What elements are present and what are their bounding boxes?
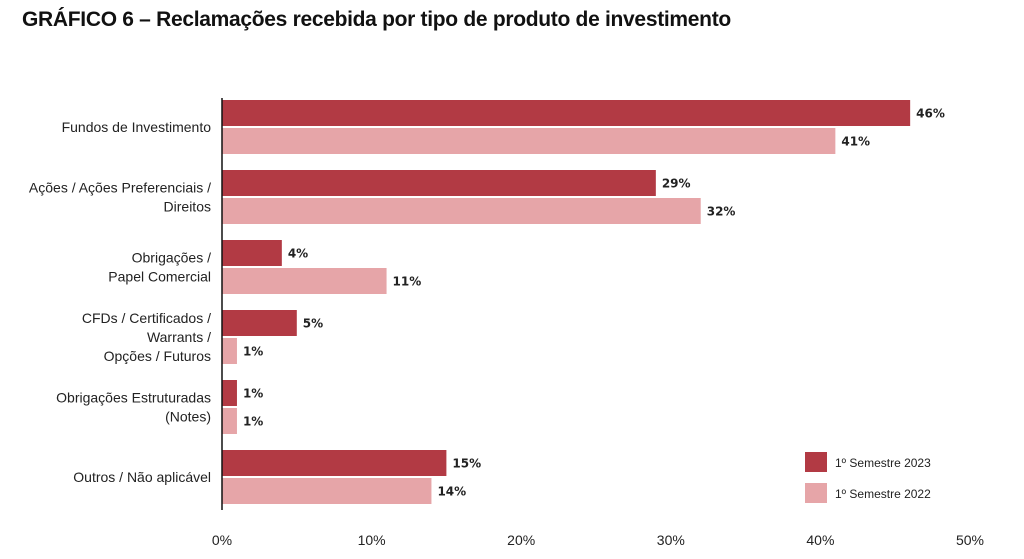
value-label-s2-1: 32% <box>707 205 736 219</box>
category-label-4-1: (Notes) <box>165 409 211 425</box>
legend-swatch-1 <box>805 452 827 472</box>
value-label-s2-5: 14% <box>437 485 466 499</box>
value-label-s2-3: 1% <box>243 345 263 359</box>
bar-s2-4 <box>222 408 237 434</box>
chart-title: GRÁFICO 6 – Reclamações recebida por tip… <box>22 8 731 31</box>
category-label-5-0: Outros / Não aplicável <box>73 469 211 485</box>
x-tick-label-0: 0% <box>212 532 232 548</box>
value-label-s1-1: 29% <box>662 177 691 191</box>
value-label-s2-0: 41% <box>841 135 870 149</box>
category-label-2-0: Obrigações / <box>132 250 211 266</box>
value-label-s1-4: 1% <box>243 387 263 401</box>
category-label-2-1: Papel Comercial <box>108 269 211 285</box>
category-label-0-0: Fundos de Investimento <box>62 119 212 135</box>
category-label-4-0: Obrigações Estruturadas <box>56 390 211 406</box>
category-label-3-0: CFDs / Certificados / <box>82 310 211 326</box>
bar-s1-4 <box>222 380 237 406</box>
category-label-3-1: Warrants / <box>147 329 211 345</box>
value-label-s2-4: 1% <box>243 415 263 429</box>
value-label-s2-2: 11% <box>393 275 422 289</box>
bar-s1-0 <box>222 100 911 126</box>
bar-s1-3 <box>222 310 297 336</box>
legend-label-2: 1º Semestre 2022 <box>835 487 931 501</box>
bar-s2-0 <box>222 128 836 154</box>
bar-s2-1 <box>222 198 701 224</box>
value-label-s1-2: 4% <box>288 247 308 261</box>
category-label-1-1: Direitos <box>164 199 211 215</box>
value-label-s1-0: 46% <box>916 107 945 121</box>
category-label-3-2: Opções / Futuros <box>104 348 211 364</box>
bar-s1-5 <box>222 450 447 476</box>
value-label-s1-3: 5% <box>303 317 323 331</box>
x-tick-label-2: 20% <box>507 532 535 548</box>
x-tick-label-4: 40% <box>806 532 834 548</box>
x-tick-label-1: 10% <box>358 532 386 548</box>
bar-s2-5 <box>222 478 432 504</box>
x-tick-label-3: 30% <box>657 532 685 548</box>
legend-swatch-2 <box>805 483 827 503</box>
category-label-1-0: Ações / Ações Preferenciais / <box>29 180 211 196</box>
bar-s2-2 <box>222 268 387 294</box>
x-tick-label-5: 50% <box>956 532 984 548</box>
bar-s1-1 <box>222 170 656 196</box>
legend-label-1: 1º Semestre 2023 <box>835 456 931 470</box>
bar-s1-2 <box>222 240 282 266</box>
value-label-s1-5: 15% <box>452 457 481 471</box>
bar-s2-3 <box>222 338 237 364</box>
